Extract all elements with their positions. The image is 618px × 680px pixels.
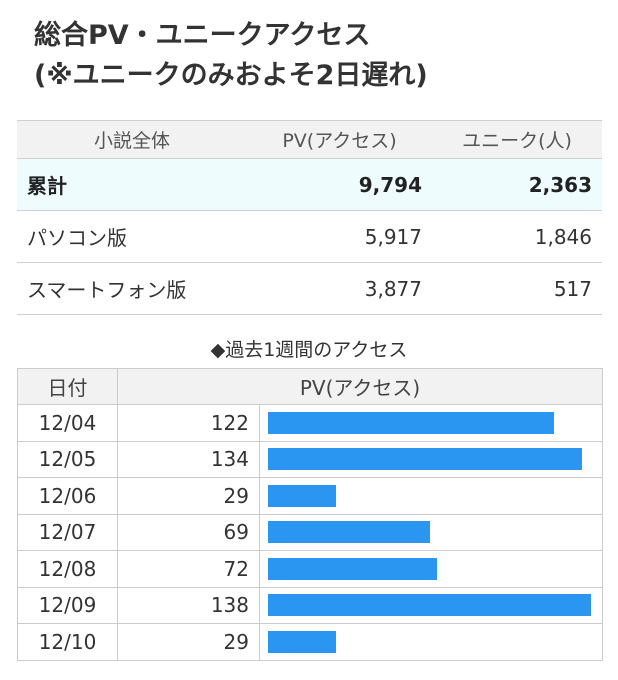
tick-label-date: 12/10 (17, 623, 118, 661)
weekly-header-row: 日付 PV(アクセス) (17, 368, 604, 405)
bar-12-10 (268, 630, 336, 653)
bar-cell (258, 404, 604, 442)
bar-cell (258, 440, 604, 478)
weekly-header-date: 日付 (17, 368, 118, 405)
summary-header-scope: 小説全体 (17, 120, 247, 159)
tick-label-date: 12/06 (17, 477, 118, 515)
tick-label-date: 12/07 (17, 513, 118, 551)
weekly-header-pv: PV(アクセス) (116, 368, 604, 405)
summary-pv: 5,917 (247, 210, 432, 263)
page-title-line1: 総合PV・ユニークアクセス (34, 20, 371, 51)
page-title: 総合PV・ユニークアクセス (※ユニークのみおよそ2日遅れ) (34, 16, 428, 96)
summary-header-unique: ユニーク(人) (432, 120, 602, 159)
weekly-body: 12/04 122 12/05 134 12/06 29 12/07 69 12/08 72 12/… (17, 404, 604, 661)
summary-unique: 517 (432, 262, 602, 315)
bar-12-06 (268, 484, 336, 507)
weekly-row: 12/08 72 (17, 550, 604, 588)
summary-table: 小説全体 PV(アクセス) ユニーク(人) 累計 9,794 2,363 パソコ… (17, 120, 602, 315)
summary-unique: 1,846 (432, 210, 602, 263)
bar-12-04 (268, 411, 554, 434)
summary-unique: 2,363 (432, 158, 602, 211)
tick-label-date: 12/04 (17, 404, 118, 442)
weekly-row: 12/10 29 (17, 623, 604, 661)
tick-label-date: 12/05 (17, 440, 118, 478)
bar-12-09 (268, 594, 591, 617)
weekly-row: 12/06 29 (17, 477, 604, 515)
summary-row-total: 累計 9,794 2,363 (17, 158, 602, 211)
weekly-access-chart: 日付 PV(アクセス) 12/04 122 12/05 134 12/06 29 12/07… (17, 368, 604, 661)
summary-pv: 9,794 (247, 158, 432, 211)
summary-header-row: 小説全体 PV(アクセス) ユニーク(人) (17, 120, 602, 159)
data-label-pv: 122 (117, 404, 260, 442)
page-title-line2: (※ユニークのみおよそ2日遅れ) (34, 60, 428, 91)
bar-cell (258, 550, 604, 588)
summary-label: 累計 (17, 158, 247, 211)
summary-row-pc: パソコン版 5,917 1,846 (17, 210, 602, 263)
chart-title: ◆過去1週間のアクセス (210, 339, 408, 361)
data-label-pv: 29 (117, 477, 260, 515)
summary-label: パソコン版 (17, 210, 247, 263)
data-label-pv: 72 (117, 550, 260, 588)
data-label-pv: 138 (117, 586, 260, 624)
data-label-pv: 29 (117, 623, 260, 661)
tick-label-date: 12/09 (17, 586, 118, 624)
bar-12-05 (268, 448, 582, 471)
data-label-pv: 134 (117, 440, 260, 478)
weekly-row: 12/05 134 (17, 440, 604, 478)
summary-header-pv: PV(アクセス) (247, 120, 432, 159)
bar-cell (258, 623, 604, 661)
weekly-row: 12/09 138 (17, 586, 604, 624)
tick-label-date: 12/08 (17, 550, 118, 588)
bar-cell (258, 513, 604, 551)
weekly-row: 12/07 69 (17, 513, 604, 551)
bar-12-08 (268, 557, 437, 580)
bar-cell (258, 477, 604, 515)
summary-pv: 3,877 (247, 262, 432, 315)
weekly-row: 12/04 122 (17, 404, 604, 442)
summary-label: スマートフォン版 (17, 262, 247, 315)
data-label-pv: 69 (117, 513, 260, 551)
summary-row-smartphone: スマートフォン版 3,877 517 (17, 262, 602, 315)
bar-12-07 (268, 521, 430, 544)
bar-cell (258, 586, 604, 624)
